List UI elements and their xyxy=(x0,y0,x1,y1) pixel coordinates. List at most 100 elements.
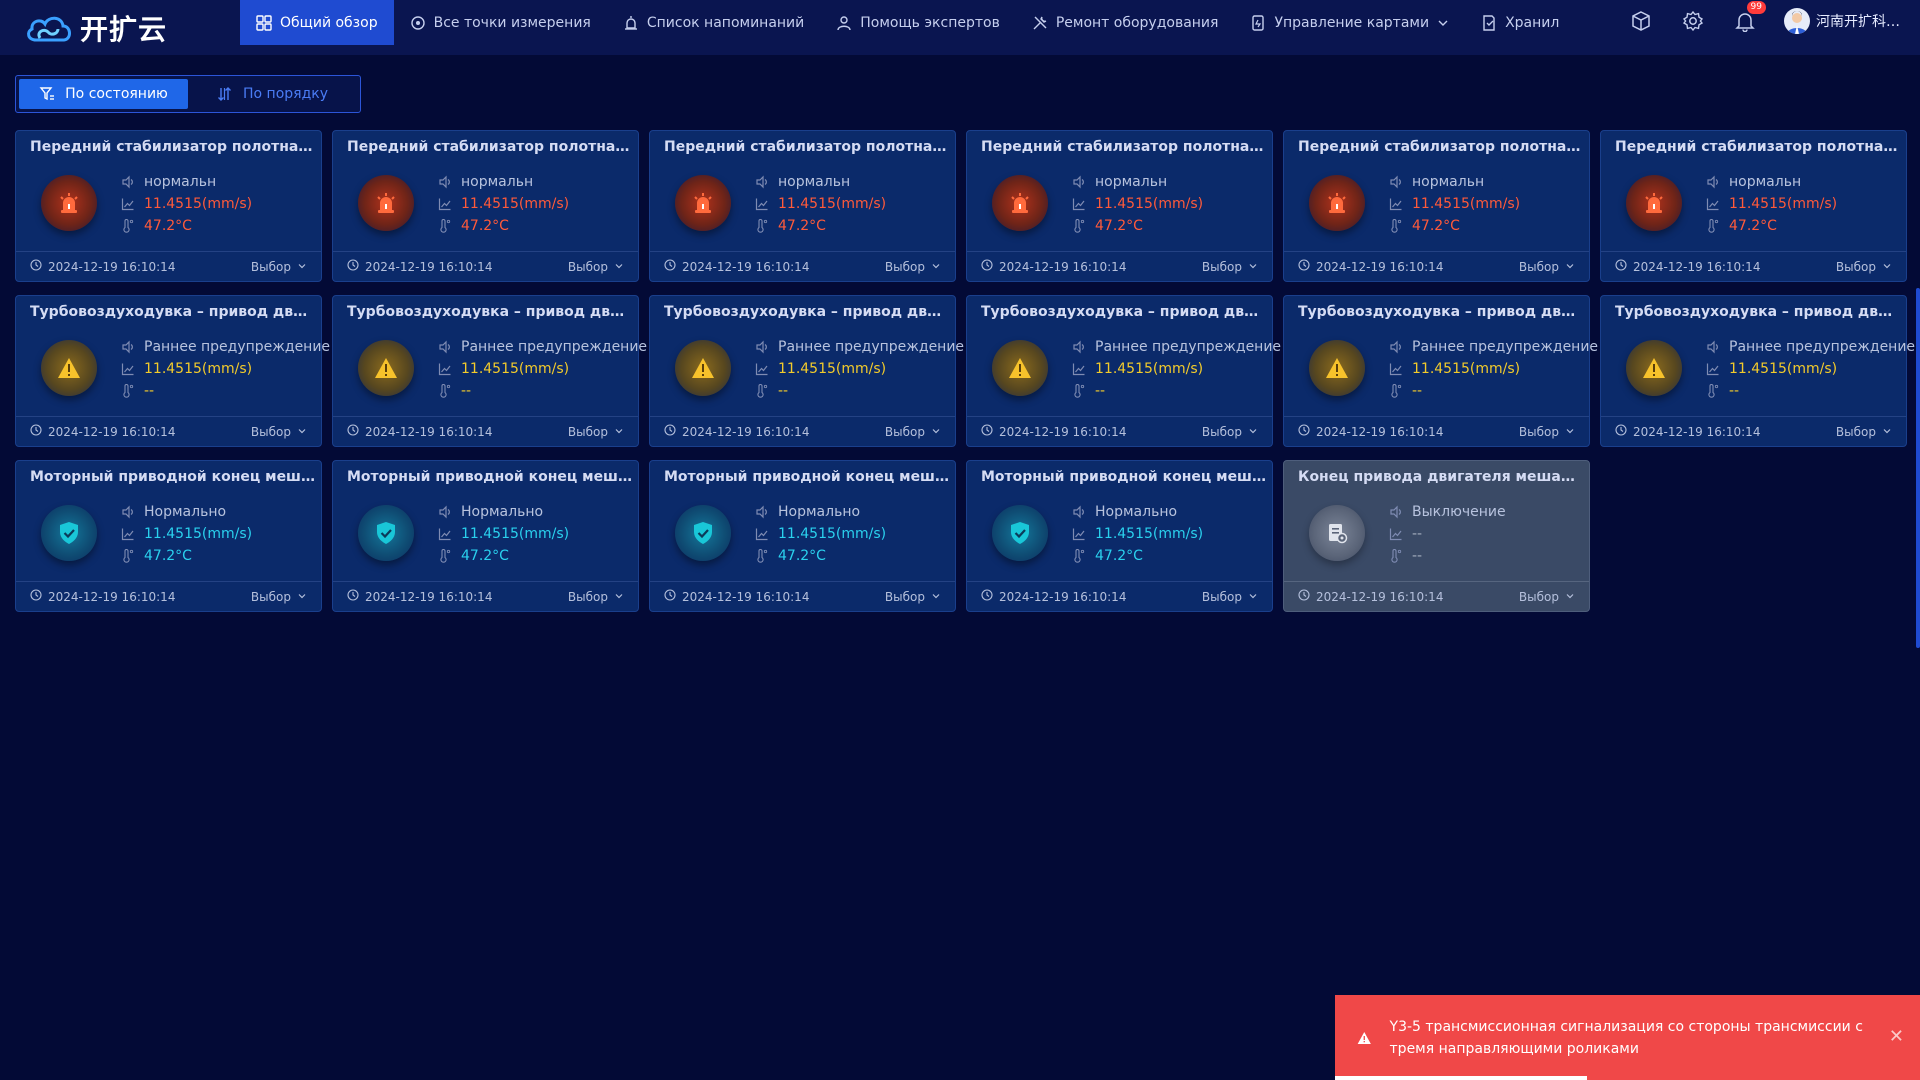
velocity-value: 11.4515(mm/s) xyxy=(1729,361,1838,377)
sort-by-order-button[interactable]: По порядку xyxy=(188,79,357,109)
nav-item-card-management[interactable]: Управление картами xyxy=(1234,0,1465,45)
nav-item-overview[interactable]: Общий обзор xyxy=(240,0,394,45)
card-footer: 2024-12-19 16:10:14 Выбор xyxy=(967,581,1272,611)
measurement-card[interactable]: Моторный приводной конец мешалк … Нормаль… xyxy=(966,460,1273,612)
measurement-card[interactable]: Передний стабилизатор полотна для … норма… xyxy=(15,130,322,282)
select-label: Выбор xyxy=(567,259,608,274)
select-dropdown[interactable]: Выбор xyxy=(1519,425,1575,439)
close-icon[interactable]: ✕ xyxy=(1888,1026,1904,1047)
temperature-value: -- xyxy=(1412,383,1423,399)
select-dropdown[interactable]: Выбор xyxy=(1519,590,1575,604)
select-dropdown[interactable]: Выбор xyxy=(568,425,624,439)
nav-item-reminders[interactable]: Список напоминаний xyxy=(607,0,820,45)
siren-icon xyxy=(41,175,97,231)
select-label: Выбор xyxy=(1201,424,1242,439)
measurement-card[interactable]: Турбовоздуходувка – привод двигателя Ранн… xyxy=(1283,295,1598,447)
temperature-value: 47.2°C xyxy=(1095,218,1143,234)
select-dropdown[interactable]: Выбор xyxy=(1519,260,1575,274)
nav-item-expert-help[interactable]: Помощь экспертов xyxy=(820,0,1016,45)
nav-item-measure-points[interactable]: Все точки измерения xyxy=(394,0,607,45)
nav-item-equipment-repair[interactable]: Ремонт оборудования xyxy=(1016,0,1235,45)
siren-icon xyxy=(992,175,1048,231)
measurement-card[interactable]: Моторный приводной конец мешалк … Нормаль… xyxy=(332,460,639,612)
measurement-card-grid: Передний стабилизатор полотна для … норма… xyxy=(15,130,1915,612)
select-dropdown[interactable]: Выбор xyxy=(568,590,624,604)
velocity-value: 11.4515(mm/s) xyxy=(1095,196,1204,212)
user-menu[interactable]: 河南开扩科… xyxy=(1784,8,1900,34)
select-dropdown[interactable]: Выбор xyxy=(251,260,307,274)
select-dropdown[interactable]: Выбор xyxy=(885,260,941,274)
select-dropdown[interactable]: Выбор xyxy=(1202,590,1258,604)
trend-chart-icon xyxy=(1071,361,1087,377)
warning-icon xyxy=(1626,340,1682,396)
chevron-down-icon xyxy=(1882,260,1892,274)
select-label: Выбор xyxy=(567,589,608,604)
card-readings: нормальн 11.4515(mm/s) 47.2°C xyxy=(1705,171,1905,237)
status-row: Раннее предупреждение xyxy=(1071,336,1281,358)
measurement-card[interactable]: Турбовоздуходувка – привод двигателя Ранн… xyxy=(15,295,330,447)
measurement-card[interactable]: Передний стабилизатор полотна для … норма… xyxy=(1283,130,1590,282)
measurement-card[interactable]: Турбовоздуходувка – привод двигателя Ранн… xyxy=(966,295,1281,447)
alarm-icon xyxy=(624,15,637,30)
logo-text: 开扩云 xyxy=(80,13,168,46)
thermometer-icon xyxy=(437,218,453,234)
thermometer-icon xyxy=(754,383,770,399)
select-label: Выбор xyxy=(1201,589,1242,604)
temperature-value: -- xyxy=(461,383,472,399)
velocity-row: 11.4515(mm/s) xyxy=(1705,358,1905,380)
timestamp-text: 2024-12-19 16:10:14 xyxy=(365,259,493,274)
chevron-down-icon xyxy=(297,590,307,604)
measurement-card[interactable]: Турбовоздуходувка – привод двигателя Ранн… xyxy=(332,295,647,447)
card-body: Нормально 11.4515(mm/s) 47.2°C xyxy=(16,497,321,571)
select-dropdown[interactable]: Выбор xyxy=(885,425,941,439)
status-row: Раннее предупреждение xyxy=(754,336,964,358)
measurement-card[interactable]: Конец привода двигателя мешалки 1# Выключ… xyxy=(1283,460,1590,612)
measurement-card[interactable]: Передний стабилизатор полотна для … норма… xyxy=(966,130,1273,282)
measurement-card[interactable]: Турбовоздуходувка – привод двигателя Ранн… xyxy=(1600,295,1915,447)
select-dropdown[interactable]: Выбор xyxy=(251,425,307,439)
velocity-row: 11.4515(mm/s) xyxy=(120,523,320,545)
device-offline-icon xyxy=(1309,505,1365,561)
status-row: Раннее предупреждение xyxy=(120,336,330,358)
gear-icon[interactable] xyxy=(1680,8,1706,34)
scrollbar[interactable] xyxy=(1916,288,1920,648)
thermometer-icon xyxy=(1705,383,1721,399)
velocity-value: 11.4515(mm/s) xyxy=(1095,361,1204,377)
card-title: Передний стабилизатор полотна для … xyxy=(30,139,315,155)
select-dropdown[interactable]: Выбор xyxy=(251,590,307,604)
logo[interactable]: 开扩云 xyxy=(24,8,167,48)
card-title: Передний стабилизатор полотна для … xyxy=(1298,139,1583,155)
measurement-card[interactable]: Турбовоздуходувка – привод двигателя Ранн… xyxy=(649,295,964,447)
select-dropdown[interactable]: Выбор xyxy=(1202,425,1258,439)
measurement-card[interactable]: Моторный приводной конец мешалк … Нормаль… xyxy=(15,460,322,612)
select-dropdown[interactable]: Выбор xyxy=(1836,260,1892,274)
select-dropdown[interactable]: Выбор xyxy=(568,260,624,274)
clock-icon xyxy=(1615,259,1627,274)
select-dropdown[interactable]: Выбор xyxy=(1836,425,1892,439)
measurement-card[interactable]: Передний стабилизатор полотна для … норма… xyxy=(1600,130,1907,282)
card-title: Моторный приводной конец мешалк … xyxy=(30,469,315,485)
select-label: Выбор xyxy=(1835,259,1876,274)
select-dropdown[interactable]: Выбор xyxy=(1202,260,1258,274)
status-text: Раннее предупреждение xyxy=(461,339,648,355)
sort-by-state-button[interactable]: По состоянию xyxy=(19,79,188,109)
trend-chart-icon xyxy=(1388,361,1404,377)
temperature-row: 47.2°C xyxy=(1071,215,1271,237)
temperature-row: -- xyxy=(1071,380,1271,402)
measurement-card[interactable]: Передний стабилизатор полотна для … норма… xyxy=(332,130,639,282)
select-dropdown[interactable]: Выбор xyxy=(885,590,941,604)
card-title: Турбовоздуходувка – привод двигателя xyxy=(30,304,315,320)
status-row: Раннее предупреждение xyxy=(1388,336,1598,358)
measurement-card[interactable]: Передний стабилизатор полотна для … норма… xyxy=(649,130,956,282)
cube-icon[interactable] xyxy=(1628,8,1654,34)
cloud-logo-icon xyxy=(27,16,71,42)
measurement-card[interactable]: Моторный приводной конец мешалк … Нормаль… xyxy=(649,460,956,612)
temperature-value: 47.2°C xyxy=(144,218,192,234)
status-text: Нормально xyxy=(144,504,227,520)
nav-item-storage[interactable]: Хранил xyxy=(1465,0,1575,45)
notification-badge: 99 xyxy=(1746,1,1766,14)
chevron-down-icon xyxy=(614,590,624,604)
bell-icon[interactable]: 99 xyxy=(1732,1,1766,34)
siren-icon xyxy=(358,175,414,231)
select-label: Выбор xyxy=(1518,424,1559,439)
